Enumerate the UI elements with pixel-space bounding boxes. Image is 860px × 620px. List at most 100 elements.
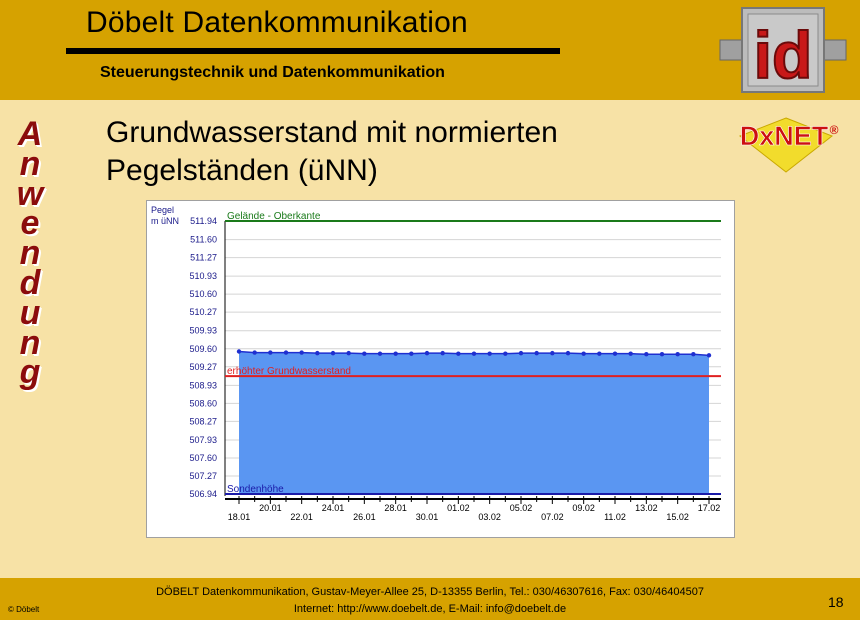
- series-point: [503, 351, 508, 356]
- x-tick-label: 05.02: [510, 503, 533, 513]
- reference-line-label: Gelände - Oberkante: [227, 211, 321, 222]
- series-point: [330, 350, 336, 356]
- vertical-word-letter: n: [19, 323, 41, 362]
- series-point: [706, 353, 712, 358]
- vertical-word-letter: n: [19, 144, 41, 183]
- y-tick-label: 510.27: [189, 307, 217, 317]
- dxnet-diamond: [739, 117, 833, 173]
- y-axis-title: Pegel: [151, 205, 174, 215]
- y-tick-label: 511.60: [190, 235, 217, 245]
- x-tick-label: 15.02: [666, 512, 689, 522]
- series-point: [550, 350, 555, 356]
- x-tick-label: 01.02: [447, 503, 470, 513]
- y-tick-label: 507.60: [189, 453, 217, 463]
- x-tick-label: 28.01: [384, 503, 407, 513]
- x-tick-label: 11.02: [604, 512, 626, 522]
- series-point: [644, 352, 649, 357]
- logo-inner: [747, 13, 819, 87]
- company-title: Döbelt Datenkommunikation: [86, 6, 468, 39]
- y-tick-label: 510.93: [189, 271, 217, 281]
- vertical-word-letter: g: [19, 353, 41, 392]
- series-point: [597, 351, 602, 356]
- chart-panel: 511.94 511.60 511.27 510.93 510.60 510.27 509.…: [146, 200, 735, 538]
- series-point: [581, 351, 586, 356]
- series-point: [471, 351, 477, 356]
- header-band: Döbelt Datenkommunikation Steuerungstech…: [0, 0, 860, 100]
- footer-contact: Internet: http://www.doebelt.de, E-Mail:…: [293, 603, 567, 615]
- series-point: [440, 350, 445, 356]
- y-tick-label: 506.94: [189, 489, 217, 499]
- pegel-chart: 511.94 511.60 511.27 510.93 510.60 510.27 509.…: [151, 205, 721, 522]
- vertical-word-letter: u: [19, 293, 41, 332]
- x-tick-label: 20.01: [259, 503, 282, 513]
- series-point: [518, 350, 524, 356]
- series-point: [424, 350, 430, 356]
- series-point: [659, 352, 665, 357]
- vertical-word-letter: d: [19, 263, 41, 302]
- y-tick-label: 510.60: [189, 289, 217, 299]
- y-tick-label: 507.93: [189, 435, 217, 445]
- x-tick-label: 09.02: [572, 503, 595, 513]
- vertical-word-letter: e: [20, 204, 40, 243]
- x-tick-label: 24.01: [322, 503, 345, 513]
- series-point: [252, 350, 257, 355]
- y-tick-label: 508.93: [189, 380, 217, 390]
- series-point: [393, 351, 398, 356]
- vertical-word-letter: n: [19, 234, 41, 273]
- reference-line-label: erhöhter Grundwasserstand: [227, 366, 351, 377]
- slide-title-line-2: Pegelständen (üNN): [106, 154, 378, 187]
- slide-title: Grundwasserstand mit normierten Pegelstä…: [106, 114, 666, 190]
- dxnet-logo: DxNET ®: [739, 117, 839, 173]
- y-tick-label: 508.60: [189, 398, 217, 408]
- series-point: [283, 350, 289, 355]
- y-tick-label: 509.60: [189, 344, 217, 354]
- series-point: [409, 351, 414, 356]
- y-tick-label: 507.27: [189, 471, 217, 481]
- series-point: [456, 351, 461, 356]
- series-point: [268, 350, 273, 355]
- x-tick-label: 13.02: [635, 503, 658, 513]
- y-tick-label: 511.27: [190, 253, 217, 263]
- x-tick-label: 17.02: [698, 503, 721, 513]
- series-point: [236, 349, 242, 354]
- series-point: [487, 351, 492, 356]
- dxnet-registered: ®: [830, 123, 839, 137]
- series-point: [534, 350, 539, 356]
- series-point: [612, 351, 618, 356]
- x-tick-label: 07.02: [541, 512, 564, 522]
- x-tick-label: 18.01: [228, 512, 251, 522]
- series-point: [377, 351, 383, 356]
- series-point: [628, 351, 633, 356]
- x-tick-label: 26.01: [353, 512, 376, 522]
- vertical-word-letter: A: [17, 115, 43, 153]
- page-number: 18: [828, 594, 844, 610]
- company-logo: id: [719, 7, 847, 93]
- header-rule: [66, 48, 560, 54]
- dxnet-text: DxNET: [740, 121, 829, 151]
- footer-band: [0, 578, 860, 620]
- series-point: [675, 352, 680, 357]
- series-point: [565, 350, 571, 356]
- y-tick-label: 509.27: [189, 362, 217, 372]
- reference-line-label: Sondenhöhe: [227, 484, 284, 495]
- x-tick-label: 22.01: [290, 512, 313, 522]
- y-axis-unit: m üNN: [151, 216, 179, 226]
- series-point: [315, 350, 320, 356]
- footer-address: DÖBELT Datenkommunikation, Gustav-Meyer-…: [156, 586, 704, 598]
- x-tick-label: 03.02: [478, 512, 501, 522]
- series-point: [299, 350, 304, 355]
- series-point: [691, 352, 696, 357]
- series-point: [362, 351, 367, 356]
- series-point: [346, 350, 351, 356]
- x-tick-label: 30.01: [416, 512, 439, 522]
- y-tick-label: 509.93: [189, 326, 217, 336]
- company-subtitle: Steuerungstechnik und Datenkommunikation: [100, 64, 445, 81]
- footer-copyright: © Döbelt: [8, 605, 40, 614]
- vertical-word-letter: w: [16, 174, 44, 213]
- slide-title-line-1: Grundwasserstand mit normierten: [106, 116, 558, 149]
- y-tick-label: 511.94: [190, 216, 217, 226]
- y-tick-label: 508.27: [189, 416, 217, 426]
- area-fill: [239, 351, 709, 494]
